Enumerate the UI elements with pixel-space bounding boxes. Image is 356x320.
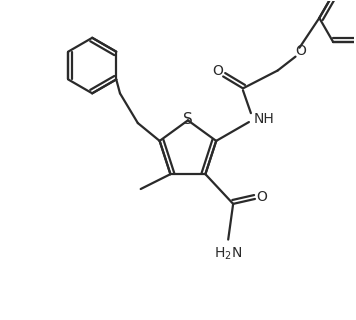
Text: NH: NH	[254, 112, 274, 126]
Text: O: O	[295, 44, 306, 58]
Text: O: O	[256, 190, 267, 204]
Text: H$_2$N: H$_2$N	[214, 245, 242, 262]
Text: S: S	[183, 112, 193, 127]
Text: O: O	[212, 63, 222, 77]
